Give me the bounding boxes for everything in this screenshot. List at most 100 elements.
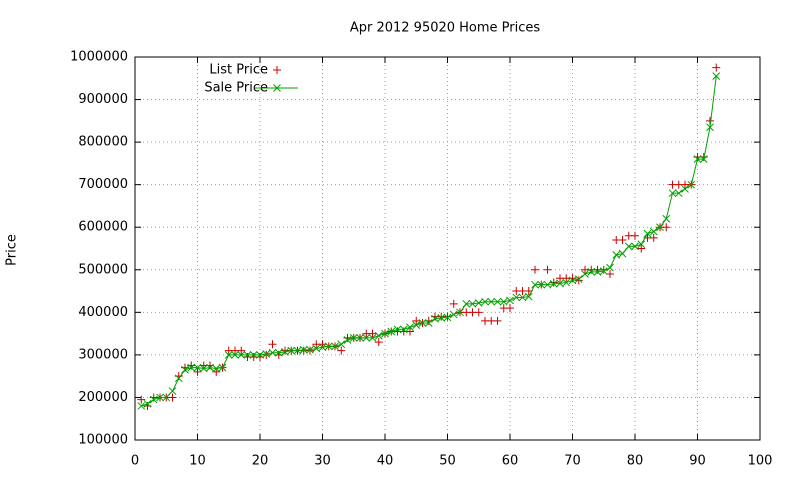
point-marker — [412, 316, 421, 325]
point-marker — [549, 279, 558, 288]
point-marker — [137, 402, 146, 410]
point-marker — [562, 278, 571, 287]
legend-label: Sale Price — [204, 81, 268, 96]
point-marker — [387, 327, 396, 336]
point-marker — [412, 321, 421, 329]
point-marker — [531, 280, 539, 289]
point-marker — [612, 251, 621, 259]
y-tick-label: 700000 — [78, 177, 128, 192]
x-tick-label: 0 — [131, 454, 139, 469]
point-marker — [156, 393, 164, 402]
point-marker — [187, 363, 196, 372]
x-tick-label: 20 — [252, 454, 269, 469]
point-marker — [199, 364, 208, 373]
point-marker — [418, 319, 427, 327]
point-marker — [499, 297, 508, 306]
y-tick-label: 900000 — [78, 92, 128, 107]
point-marker — [368, 334, 377, 342]
point-marker — [706, 123, 714, 132]
point-marker — [293, 346, 302, 355]
point-marker — [574, 276, 583, 285]
point-marker — [356, 334, 364, 342]
point-marker — [224, 351, 233, 359]
x-tick-label: 100 — [748, 454, 773, 469]
y-tick-label: 200000 — [78, 390, 128, 405]
point-marker — [424, 319, 433, 327]
legend-marker — [273, 84, 281, 92]
point-marker — [668, 189, 677, 198]
x-tick-label: 70 — [564, 454, 581, 469]
point-marker — [493, 316, 502, 325]
legend-label: List Price — [209, 63, 268, 78]
point-marker — [437, 314, 446, 322]
point-marker — [662, 214, 671, 223]
point-marker — [674, 189, 683, 198]
point-marker — [206, 363, 214, 372]
point-marker — [324, 342, 333, 351]
point-marker — [262, 350, 271, 358]
legend-marker — [273, 66, 281, 74]
point-marker — [637, 240, 646, 249]
point-marker — [393, 325, 402, 334]
point-marker — [712, 72, 721, 81]
point-marker — [306, 346, 314, 355]
point-marker — [531, 265, 539, 274]
point-marker — [331, 342, 339, 351]
point-marker — [374, 338, 383, 347]
point-marker — [143, 399, 152, 408]
point-marker — [599, 267, 608, 275]
x-tick-label: 30 — [314, 454, 331, 469]
point-marker — [649, 227, 658, 236]
point-marker — [212, 364, 221, 373]
point-marker — [181, 365, 189, 374]
point-marker — [218, 363, 227, 372]
point-marker — [637, 244, 646, 253]
point-marker — [493, 297, 502, 306]
point-marker — [449, 310, 458, 319]
point-marker — [549, 278, 558, 287]
x-tick-label: 90 — [689, 454, 706, 469]
point-marker — [631, 242, 639, 251]
point-marker — [512, 293, 521, 302]
point-marker — [537, 280, 546, 289]
x-tick-label: 50 — [439, 454, 456, 469]
point-marker — [268, 340, 277, 349]
point-marker — [468, 299, 477, 308]
point-marker — [687, 180, 696, 189]
point-marker — [343, 336, 352, 344]
point-marker — [693, 155, 702, 163]
point-marker — [168, 393, 177, 402]
point-marker — [449, 299, 458, 308]
point-marker — [506, 296, 514, 305]
point-marker — [543, 280, 552, 289]
x-tick-label: 60 — [502, 454, 519, 469]
point-marker — [506, 304, 514, 313]
y-tick-label: 800000 — [78, 135, 128, 150]
point-marker — [212, 367, 221, 376]
point-marker — [406, 323, 414, 332]
point-marker — [593, 268, 602, 276]
point-marker — [299, 345, 308, 354]
point-marker — [249, 351, 258, 359]
point-marker — [443, 313, 452, 322]
point-marker — [362, 334, 371, 342]
point-marker — [174, 374, 183, 383]
point-marker — [712, 63, 721, 72]
y-tick-label: 1000000 — [70, 50, 128, 65]
point-marker — [312, 344, 321, 353]
point-marker — [556, 279, 564, 288]
x-tick-label: 80 — [627, 454, 644, 469]
point-marker — [474, 308, 483, 317]
point-marker — [624, 242, 633, 251]
y-tick-label: 600000 — [78, 220, 128, 235]
point-marker — [193, 363, 202, 372]
point-marker — [281, 348, 289, 356]
x-tick-label: 10 — [189, 454, 206, 469]
point-marker — [487, 297, 496, 306]
point-marker — [374, 331, 383, 340]
point-marker — [699, 155, 708, 163]
point-marker — [231, 351, 239, 359]
point-marker — [474, 299, 483, 307]
point-marker — [524, 292, 533, 301]
